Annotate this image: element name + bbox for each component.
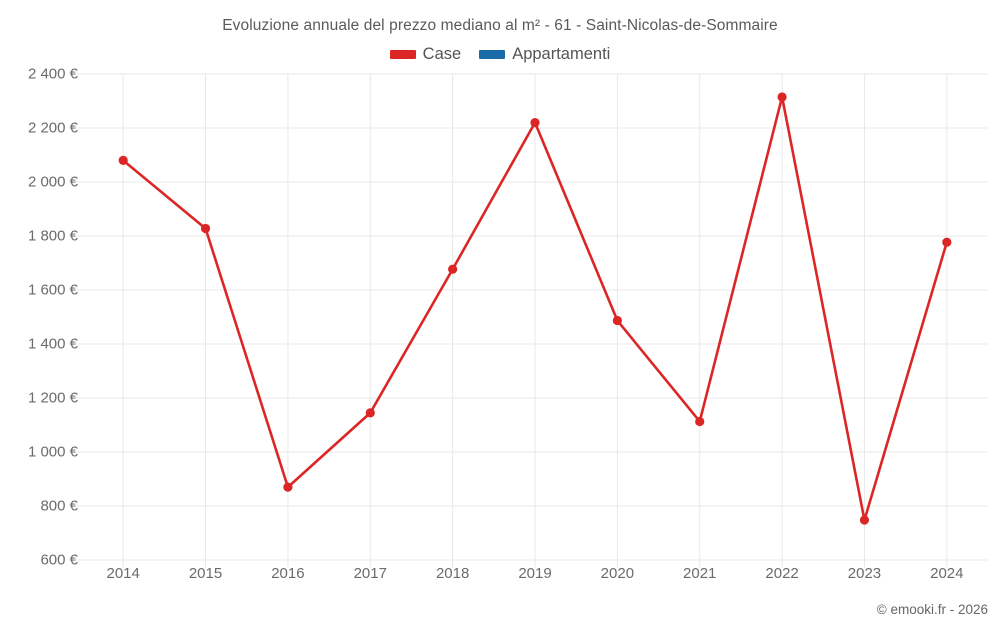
y-axis-tick-label: 1 800 €	[27, 227, 78, 245]
x-axis-tick-label: 2020	[600, 565, 635, 582]
data-point[interactable]	[283, 482, 293, 492]
data-point[interactable]	[942, 237, 952, 247]
data-point[interactable]	[530, 118, 540, 128]
y-axis-tick-label: 1 400 €	[27, 335, 78, 353]
data-point[interactable]	[777, 92, 787, 102]
y-axis-tick-label: 1 600 €	[27, 281, 78, 299]
legend-item-case[interactable]: Case	[389, 45, 462, 64]
data-point[interactable]	[448, 264, 458, 274]
data-point[interactable]	[200, 223, 211, 234]
x-axis-tick-label: 2024	[930, 565, 964, 582]
data-point[interactable]	[612, 315, 622, 326]
grid-lines	[74, 73, 988, 568]
chart-legend: Case Appartamenti	[0, 45, 1000, 64]
y-axis-tick-label: 2 200 €	[27, 119, 78, 137]
footer-credit: © emooki.fr - 2026	[876, 602, 988, 617]
chart-title: Evoluzione annuale del prezzo mediano al…	[222, 17, 778, 34]
x-axis-tick-label: 2015	[188, 565, 223, 582]
data-point[interactable]	[859, 515, 870, 525]
x-axis-tick-label: 2019	[518, 565, 552, 582]
data-point[interactable]	[365, 408, 375, 418]
y-axis-tick-label: 600 €	[40, 551, 78, 569]
x-axis-tick-label: 2022	[765, 565, 799, 582]
y-axis-tick-label: 1 000 €	[27, 443, 78, 461]
data-point[interactable]	[118, 155, 128, 165]
legend-item-appartamenti[interactable]: Appartamenti	[479, 45, 610, 64]
legend-swatch-case	[389, 50, 416, 59]
x-axis-tick-label: 2018	[435, 565, 470, 582]
y-axis: 600 € 800 € 1 000 € 1 200 € 1 400 € 1 600 € 1 …	[0, 0, 78, 625]
y-axis-tick-label: 2 400 €	[27, 65, 78, 83]
x-axis-tick-label: 2014	[106, 565, 140, 582]
x-axis-tick-label: 2017	[353, 565, 387, 582]
x-axis-tick-label: 2016	[271, 565, 305, 582]
y-axis-tick-label: 800 €	[40, 497, 78, 515]
x-axis-tick-label: 2021	[683, 565, 717, 582]
x-axis-tick-label: 2023	[847, 565, 882, 582]
y-axis-tick-label: 2 000 €	[27, 173, 78, 191]
y-axis-tick-label: 1 200 €	[27, 389, 78, 407]
legend-label-appartamenti: Appartamenti	[512, 45, 611, 63]
series-points	[118, 92, 952, 525]
legend-label-case: Case	[422, 45, 462, 63]
data-point[interactable]	[695, 416, 705, 427]
legend-swatch-appartamenti	[479, 50, 506, 59]
